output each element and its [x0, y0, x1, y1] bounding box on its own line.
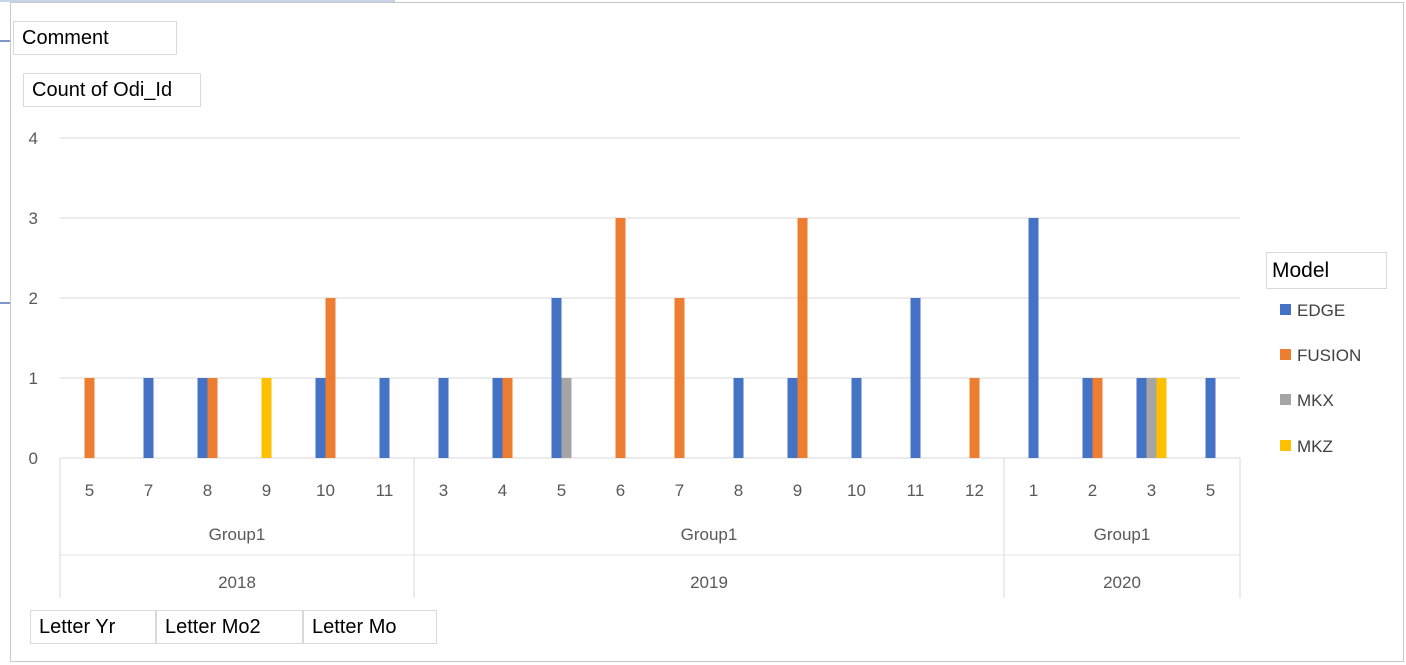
x-group-label: Group1 — [681, 525, 738, 544]
bar-edge-2019-5 — [551, 298, 562, 458]
legend-label: MKZ — [1297, 437, 1333, 456]
legend-item-mkz[interactable]: MKZ — [1280, 437, 1333, 457]
axis-field-button-letter-mo2[interactable]: Letter Mo2 — [156, 610, 303, 644]
bar-fusion-2019-7 — [674, 298, 685, 458]
x-tick-label-month: 8 — [734, 481, 743, 500]
x-tick-label-month: 1 — [1029, 481, 1038, 500]
y-tick-label: 0 — [29, 449, 38, 468]
x-tick-label-month: 10 — [847, 481, 866, 500]
x-tick-label-month: 11 — [376, 481, 394, 500]
legend-swatch — [1280, 349, 1291, 361]
bar-edge-2019-11 — [910, 298, 921, 458]
bar-edge-2018-7 — [143, 378, 154, 458]
bar-mkz-2020-3 — [1156, 378, 1167, 458]
x-tick-label-month: 9 — [262, 481, 271, 500]
y-tick-label: 4 — [29, 129, 38, 148]
legend-label: FUSION — [1297, 346, 1362, 365]
x-year-label: 2019 — [690, 573, 728, 592]
bar-fusion-2019-9 — [797, 218, 808, 458]
x-tick-label-month: 5 — [557, 481, 566, 500]
legend-swatch — [1280, 304, 1291, 316]
axis-field-button-letter-mo[interactable]: Letter Mo — [303, 610, 437, 644]
x-tick-label-month: 6 — [616, 481, 625, 500]
bar-edge-2019-10 — [851, 378, 862, 458]
legend-field-button-model[interactable]: Model — [1266, 252, 1387, 289]
legend-swatch — [1280, 394, 1291, 406]
bar-edge-2020-1 — [1028, 218, 1039, 458]
bar-edge-2019-9 — [787, 378, 798, 458]
bar-edge-2018-11 — [379, 378, 390, 458]
left-edge-mark — [0, 40, 12, 42]
x-tick-label-month: 3 — [1147, 481, 1156, 500]
legend-label: MKX — [1297, 391, 1334, 410]
x-year-label: 2020 — [1103, 573, 1141, 592]
bar-edge-2018-10 — [315, 378, 326, 458]
legend-item-edge[interactable]: EDGE — [1280, 301, 1345, 321]
y-tick-label: 2 — [29, 289, 38, 308]
bar-edge-2020-2 — [1082, 378, 1093, 458]
bar-mkx-2020-3 — [1146, 378, 1157, 458]
x-tick-label-month: 7 — [144, 481, 153, 500]
bar-mkz-2018-9 — [261, 378, 272, 458]
bar-fusion-2018-8 — [207, 378, 218, 458]
legend-item-fusion[interactable]: FUSION — [1280, 346, 1361, 366]
bar-edge-2020-3 — [1136, 378, 1147, 458]
x-tick-label-month: 10 — [316, 481, 335, 500]
bar-edge-2019-4 — [492, 378, 503, 458]
x-tick-label-month: 7 — [675, 481, 684, 500]
x-group-label: Group1 — [209, 525, 266, 544]
x-tick-label-month: 5 — [85, 481, 94, 500]
bar-fusion-2019-6 — [615, 218, 626, 458]
y-tick-label: 3 — [29, 209, 38, 228]
legend-swatch — [1280, 440, 1291, 452]
selection-line — [0, 0, 395, 2]
axis-field-button-letter-yr[interactable]: Letter Yr — [30, 610, 156, 644]
bar-edge-2018-8 — [197, 378, 208, 458]
x-tick-label-month: 12 — [965, 481, 984, 500]
x-tick-label-month: 3 — [439, 481, 448, 500]
bar-edge-2020-5 — [1205, 378, 1216, 458]
legend-label: EDGE — [1297, 301, 1346, 320]
bar-fusion-2020-2 — [1092, 378, 1103, 458]
bar-fusion-2018-10 — [325, 298, 336, 458]
x-tick-label-month: 11 — [907, 481, 925, 500]
x-tick-label-month: 8 — [203, 481, 212, 500]
x-year-label: 2018 — [218, 573, 256, 592]
chart-frame[interactable] — [10, 2, 1404, 662]
x-tick-label-month: 9 — [793, 481, 802, 500]
bar-fusion-2018-5 — [84, 378, 95, 458]
x-group-label: Group1 — [1094, 525, 1151, 544]
bar-fusion-2019-4 — [502, 378, 513, 458]
left-edge-mark — [0, 302, 12, 304]
legend-item-mkx[interactable]: MKX — [1280, 391, 1334, 411]
x-tick-label-month: 4 — [498, 481, 507, 500]
x-tick-label-month: 2 — [1088, 481, 1097, 500]
y-tick-label: 1 — [29, 369, 38, 388]
bar-edge-2019-3 — [438, 378, 449, 458]
filter-field-button-comment[interactable]: Comment — [13, 21, 177, 55]
value-field-button-count[interactable]: Count of Odi_Id — [23, 73, 201, 107]
bar-mkx-2019-5 — [561, 378, 572, 458]
bar-fusion-2019-12 — [969, 378, 980, 458]
x-tick-label-month: 5 — [1206, 481, 1215, 500]
bar-edge-2019-8 — [733, 378, 744, 458]
